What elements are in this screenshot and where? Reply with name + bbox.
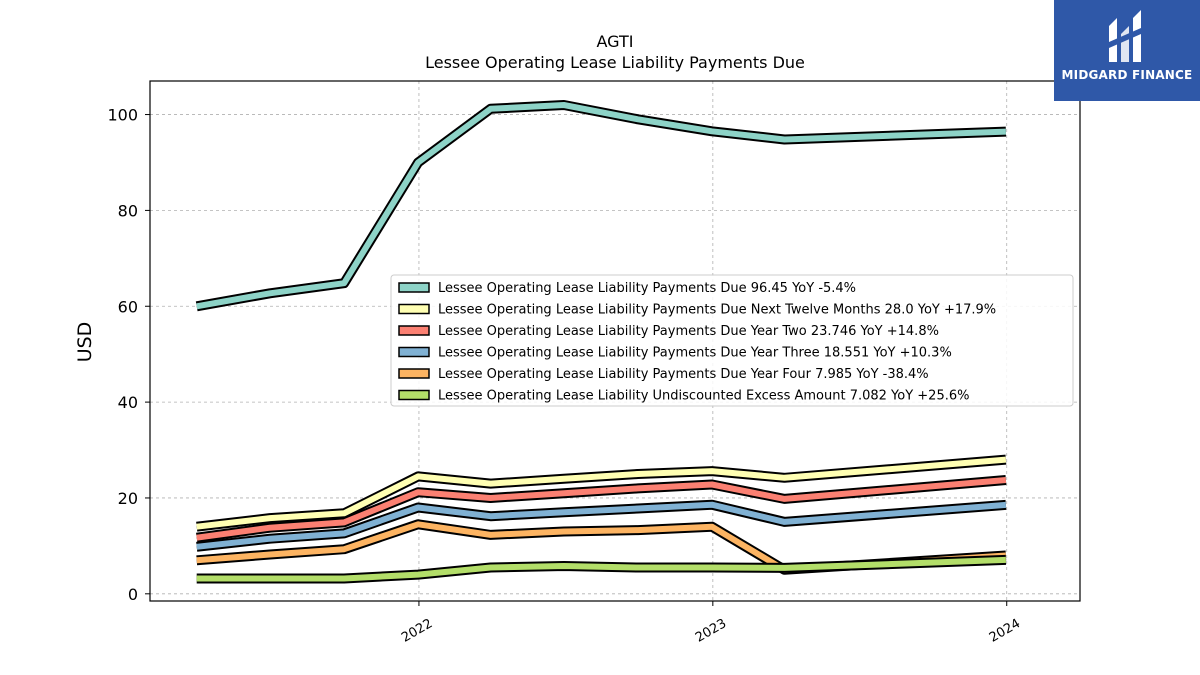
logo-text: MIDGARD FINANCE [1061, 68, 1193, 82]
legend-label: Lessee Operating Lease Liability Payment… [438, 303, 996, 318]
legend-label: Lessee Operating Lease Liability Undisco… [438, 389, 969, 404]
y-tick-label: 20 [118, 489, 138, 508]
x-tick-label: 2023 [693, 616, 729, 646]
x-tick-label: 2022 [399, 616, 435, 646]
series-line-6 [196, 556, 1007, 582]
chart-title: AGTI [597, 32, 634, 51]
y-axis: 0 20 40 60 80 100 [107, 106, 150, 604]
series-lines [195, 100, 1007, 584]
x-axis: 2022 2023 2024 [399, 601, 1023, 646]
legend-box [390, 274, 1074, 407]
chart-subtitle: Lessee Operating Lease Liability Payment… [425, 53, 805, 72]
legend-label: Lessee Operating Lease Liability Payment… [438, 281, 856, 296]
plot-frame [149, 80, 1081, 602]
series-line-3 [196, 477, 1007, 541]
legend: Lessee Operating Lease Liability Payment… [390, 274, 1074, 407]
logo-mark-icon [1109, 10, 1141, 62]
series-line-5 [196, 521, 1007, 573]
legend-label: Lessee Operating Lease Liability Payment… [438, 367, 929, 382]
legend-swatch [398, 389, 430, 401]
legend-label: Lessee Operating Lease Liability Payment… [438, 346, 952, 361]
y-tick-label: 0 [128, 585, 138, 604]
y-axis-label: USD [74, 322, 96, 363]
legend-swatch [398, 325, 430, 336]
legend-swatch [398, 282, 430, 293]
x-tick-label: 2024 [987, 616, 1023, 646]
legend-label: Lessee Operating Lease Liability Payment… [438, 324, 939, 339]
series-line-2 [196, 456, 1007, 530]
y-tick-label: 40 [118, 393, 138, 412]
y-tick-label: 100 [107, 106, 138, 125]
y-tick-label: 80 [118, 201, 138, 220]
series-line-4 [196, 501, 1007, 550]
series-line-1 [196, 102, 1007, 310]
legend-swatch [398, 368, 430, 379]
legend-swatch [398, 303, 430, 315]
legend-swatch [398, 346, 430, 358]
brand-logo: MIDGARD FINANCE [1054, 0, 1200, 101]
y-tick-label: 60 [118, 297, 138, 316]
